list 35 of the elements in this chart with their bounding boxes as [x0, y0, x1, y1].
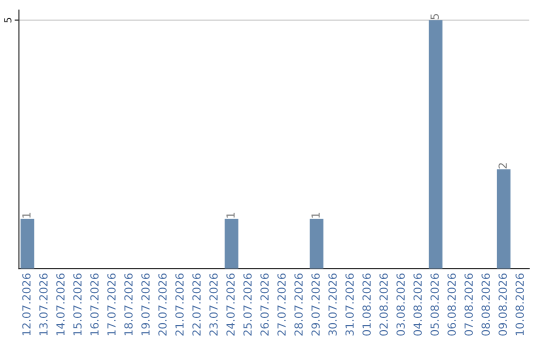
data-label: 5	[430, 14, 439, 20]
x-tick-label: 04.08.2026	[413, 273, 422, 336]
x-tick-label: 03.08.2026	[396, 273, 405, 336]
x-tick-label: 12.07.2026	[22, 273, 31, 336]
x-tick-label: 31.07.2026	[345, 273, 354, 336]
x-tick-label: 15.07.2026	[73, 273, 82, 336]
x-tick-label: 25.07.2026	[243, 273, 252, 336]
data-label: 1	[312, 212, 320, 218]
x-tick-label: 30.07.2026	[328, 273, 337, 336]
x-tick-label: 27.07.2026	[277, 273, 286, 336]
x-tick-label: 26.07.2026	[260, 273, 269, 336]
x-tick-label: 20.07.2026	[158, 273, 167, 336]
x-tick-label: 21.07.2026	[175, 273, 184, 336]
x-tick-label: 06.08.2026	[447, 273, 456, 336]
x-tick-label: 02.08.2026	[379, 273, 388, 336]
x-tick-label: 23.07.2026	[209, 273, 218, 336]
x-tick-label: 28.07.2026	[294, 273, 303, 336]
x-tick-label: 09.08.2026	[498, 273, 507, 336]
x-tick-label: 17.07.2026	[107, 273, 116, 336]
x-tick-label: 22.07.2026	[192, 273, 201, 336]
x-tick-label: 18.07.2026	[124, 273, 133, 336]
x-tick-label: 16.07.2026	[90, 273, 99, 336]
x-tick-label: 24.07.2026	[226, 273, 235, 336]
x-tick-label: 07.08.2026	[464, 273, 473, 336]
x-tick-label: 05.08.2026	[430, 273, 439, 336]
x-tick-label: 10.08.2026	[516, 273, 524, 336]
x-tick-label: 13.07.2026	[39, 273, 48, 336]
data-label: 1	[226, 212, 235, 218]
x-tick-label: 19.07.2026	[141, 273, 150, 336]
x-tick-label: 08.08.2026	[481, 273, 490, 336]
x-tick-label: 14.07.2026	[56, 273, 65, 336]
data-label: 2	[498, 163, 507, 168]
x-tick-label: 29.07.2026	[311, 273, 320, 336]
x-tick-label: 01.08.2026	[362, 273, 371, 336]
data-label: 1	[22, 212, 30, 218]
